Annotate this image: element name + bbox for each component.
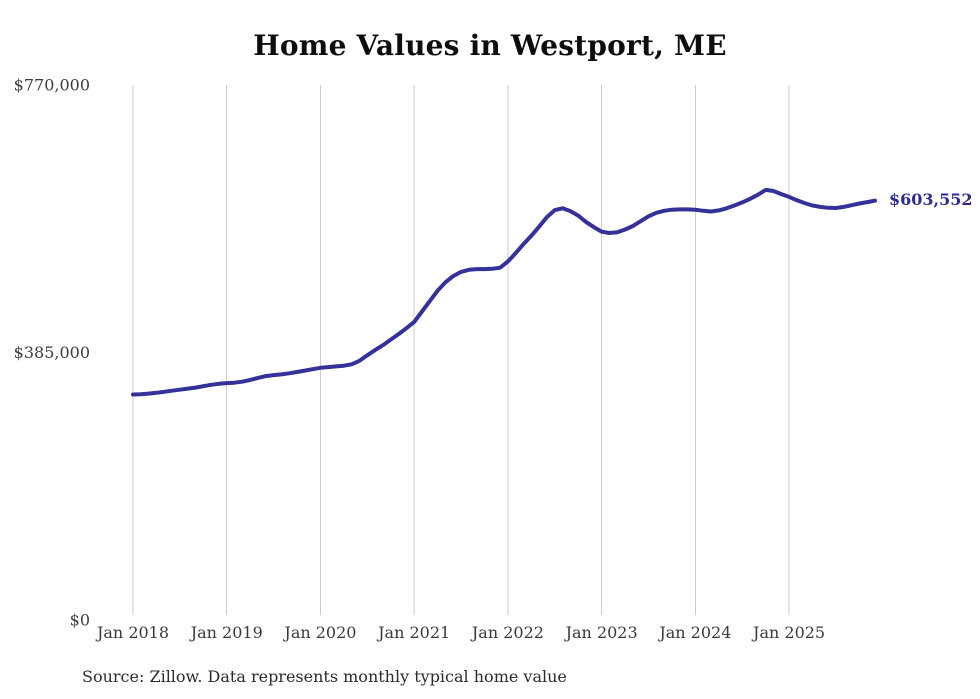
source-note: Source: Zillow. Data represents monthly … <box>82 667 567 686</box>
y-axis-tick-label: $770,000 <box>14 76 90 95</box>
y-axis-tick-label: $385,000 <box>14 343 90 362</box>
x-axis-tick-label: Jan 2021 <box>376 623 450 642</box>
x-axis-tick-label: Jan 2020 <box>282 623 356 642</box>
x-axis-tick-label: Jan 2022 <box>470 623 544 642</box>
x-axis-tick-label: Jan 2018 <box>95 623 169 642</box>
x-axis-tick-label: Jan 2019 <box>189 623 263 642</box>
x-axis-tick-label: Jan 2024 <box>657 623 731 642</box>
x-axis-tick-label: Jan 2025 <box>751 623 825 642</box>
y-axis-tick-label: $0 <box>70 611 90 630</box>
chart-title: Home Values in Westport, ME <box>253 29 727 62</box>
home-value-line <box>131 187 877 397</box>
current-value-label: $603,552 <box>889 189 973 209</box>
x-axis-tick-label: Jan 2023 <box>564 623 638 642</box>
